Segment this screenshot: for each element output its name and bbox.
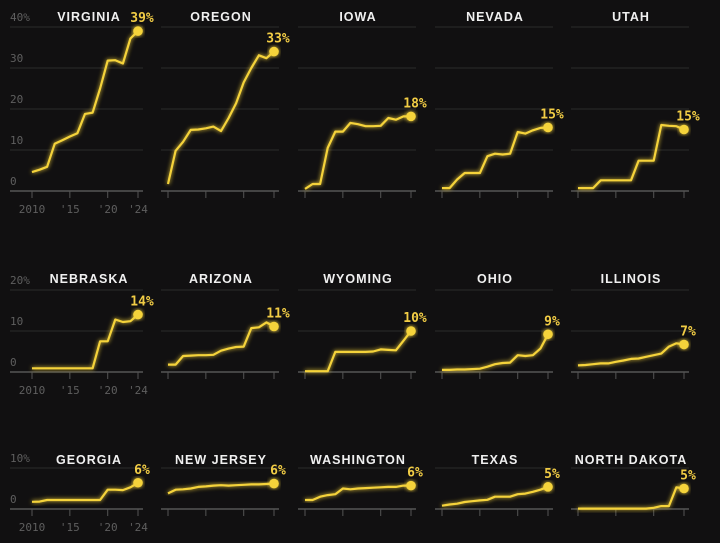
end-point-marker [269, 321, 279, 332]
end-point-marker [269, 478, 279, 489]
x-tick-label: '24 [128, 203, 148, 216]
end-point-marker [406, 480, 416, 491]
x-tick-label: '15 [60, 384, 80, 397]
end-point-marker [133, 26, 143, 36]
end-point-marker [679, 124, 689, 135]
end-point-marker [543, 122, 553, 133]
series-line [31, 30, 139, 174]
end-point-marker [133, 309, 143, 320]
panel-title: ILLINOIS [601, 272, 662, 286]
panel-title: WASHINGTON [310, 453, 406, 467]
end-point-marker [679, 483, 689, 494]
x-tick-label: 2010 [19, 521, 46, 534]
y-tick-label: 10 [10, 315, 23, 328]
end-value-label: 6% [270, 464, 286, 479]
end-point-marker [269, 46, 279, 57]
y-tick-label: 10 [10, 134, 23, 147]
panel-title: WYOMING [323, 272, 393, 286]
end-value-label: 39% [130, 11, 154, 26]
series-line [32, 313, 139, 370]
panel-title: VIRGINIA [57, 10, 121, 24]
series-line [577, 342, 685, 367]
end-value-label: 5% [544, 467, 560, 482]
end-value-label: 33% [266, 32, 290, 47]
end-value-label: 11% [266, 306, 290, 321]
series-line [441, 485, 549, 507]
x-tick-label: '24 [128, 384, 148, 397]
series-line [305, 484, 411, 502]
panel-title: TEXAS [472, 453, 519, 467]
series-line [167, 482, 275, 495]
end-value-label: 6% [134, 463, 150, 478]
y-tick-label: 20% [10, 274, 30, 287]
end-point-marker [543, 329, 553, 340]
series-line [578, 123, 685, 190]
y-tick-label: 0 [10, 493, 17, 506]
x-tick-label: '20 [98, 384, 118, 397]
series-line [305, 330, 412, 373]
end-value-label: 15% [676, 110, 700, 125]
series-line [442, 126, 549, 190]
panel-title: IOWA [339, 10, 376, 24]
end-value-label: 14% [130, 295, 154, 310]
panel-title: ARIZONA [189, 272, 253, 286]
y-tick-label: 20 [10, 93, 23, 106]
series-line [168, 321, 275, 366]
panel-title: OREGON [190, 10, 252, 24]
y-tick-label: 40% [10, 11, 30, 24]
panel-title: NEBRASKA [50, 272, 129, 286]
end-point-marker [406, 111, 416, 122]
series-line [442, 333, 549, 371]
series-line [166, 50, 275, 185]
panel-title: OHIO [477, 272, 513, 286]
x-tick-label: '20 [98, 203, 118, 216]
panel-title: NEW JERSEY [175, 453, 267, 467]
series-line [304, 115, 411, 190]
x-tick-label: '15 [60, 203, 80, 216]
end-value-label: 9% [544, 314, 560, 329]
series-line [578, 486, 685, 510]
end-point-marker [543, 482, 553, 492]
end-value-label: 10% [403, 311, 427, 326]
y-tick-label: 10% [10, 452, 30, 465]
y-tick-label: 0 [10, 175, 17, 188]
x-tick-label: '24 [128, 521, 148, 534]
end-point-marker [133, 477, 143, 488]
end-point-marker [406, 326, 416, 336]
x-tick-label: 2010 [19, 203, 46, 216]
x-tick-label: 2010 [19, 384, 46, 397]
end-value-label: 5% [680, 469, 696, 484]
end-value-label: 18% [403, 96, 427, 111]
end-point-marker [679, 339, 689, 350]
panel-title: NORTH DAKOTA [575, 453, 687, 467]
end-value-label: 7% [680, 325, 696, 340]
series-line [31, 481, 139, 503]
x-tick-label: '20 [98, 521, 118, 534]
x-tick-label: '15 [60, 521, 80, 534]
panel-title: GEORGIA [56, 453, 122, 467]
end-value-label: 15% [540, 107, 564, 122]
y-tick-label: 0 [10, 356, 17, 369]
panel-title: UTAH [612, 10, 650, 24]
end-value-label: 6% [407, 466, 423, 481]
y-tick-label: 30 [10, 52, 23, 65]
panel-title: NEVADA [466, 10, 524, 24]
